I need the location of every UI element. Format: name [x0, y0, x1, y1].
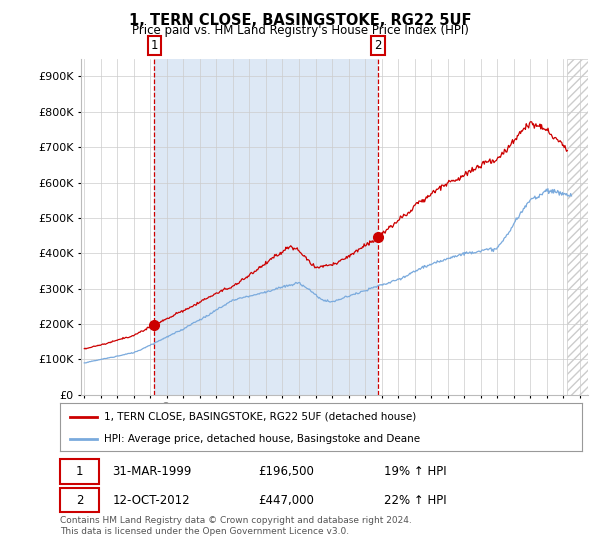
Text: 1: 1: [76, 465, 83, 478]
Text: HPI: Average price, detached house, Basingstoke and Deane: HPI: Average price, detached house, Basi…: [104, 434, 421, 444]
Text: 2: 2: [374, 39, 382, 52]
Text: 31-MAR-1999: 31-MAR-1999: [112, 465, 191, 478]
FancyBboxPatch shape: [60, 459, 99, 484]
Text: £196,500: £196,500: [259, 465, 314, 478]
Text: 12-OCT-2012: 12-OCT-2012: [112, 493, 190, 507]
FancyBboxPatch shape: [60, 488, 99, 512]
Bar: [568, 59, 588, 395]
Bar: [154, 59, 378, 395]
Text: 1: 1: [151, 39, 158, 52]
Text: 2: 2: [76, 493, 83, 507]
Text: 22% ↑ HPI: 22% ↑ HPI: [383, 493, 446, 507]
Text: 1, TERN CLOSE, BASINGSTOKE, RG22 5UF: 1, TERN CLOSE, BASINGSTOKE, RG22 5UF: [129, 13, 471, 28]
Text: 1, TERN CLOSE, BASINGSTOKE, RG22 5UF (detached house): 1, TERN CLOSE, BASINGSTOKE, RG22 5UF (de…: [104, 412, 416, 422]
Text: 19% ↑ HPI: 19% ↑ HPI: [383, 465, 446, 478]
Text: £447,000: £447,000: [259, 493, 314, 507]
Text: Price paid vs. HM Land Registry's House Price Index (HPI): Price paid vs. HM Land Registry's House …: [131, 24, 469, 37]
Text: Contains HM Land Registry data © Crown copyright and database right 2024.
This d: Contains HM Land Registry data © Crown c…: [60, 516, 412, 536]
